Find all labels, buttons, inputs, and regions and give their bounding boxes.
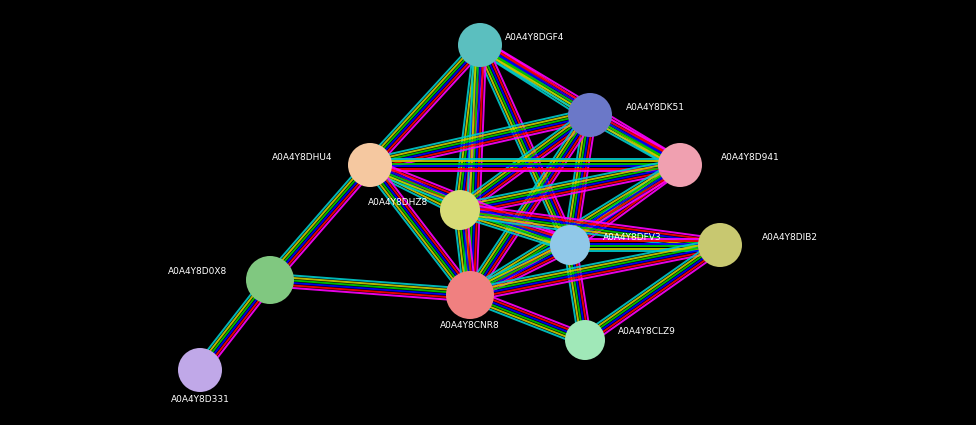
Text: A0A4Y8CLZ9: A0A4Y8CLZ9 <box>618 328 676 337</box>
Circle shape <box>568 93 612 137</box>
Text: A0A4Y8D331: A0A4Y8D331 <box>171 396 229 405</box>
Circle shape <box>698 223 742 267</box>
Circle shape <box>246 256 294 304</box>
Circle shape <box>550 225 590 265</box>
Text: A0A4Y8DIB2: A0A4Y8DIB2 <box>762 232 818 241</box>
Circle shape <box>348 143 392 187</box>
Circle shape <box>446 271 494 319</box>
Circle shape <box>178 348 222 392</box>
Text: A0A4Y8DHU4: A0A4Y8DHU4 <box>271 153 332 162</box>
Text: A0A4Y8D0X8: A0A4Y8D0X8 <box>169 267 227 277</box>
Text: A0A4Y8DHZ8: A0A4Y8DHZ8 <box>368 198 428 207</box>
Text: A0A4Y8D941: A0A4Y8D941 <box>720 153 780 162</box>
Circle shape <box>458 23 502 67</box>
Text: A0A4Y8DK51: A0A4Y8DK51 <box>626 102 684 111</box>
Circle shape <box>565 320 605 360</box>
Text: A0A4Y8DFV3: A0A4Y8DFV3 <box>603 232 662 241</box>
Text: A0A4Y8DGF4: A0A4Y8DGF4 <box>506 32 565 42</box>
Circle shape <box>440 190 480 230</box>
Circle shape <box>658 143 702 187</box>
Text: A0A4Y8CNR8: A0A4Y8CNR8 <box>440 320 500 329</box>
